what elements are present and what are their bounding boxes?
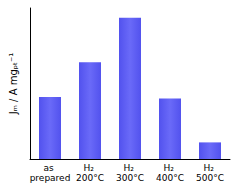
svg-text:as: as <box>43 163 56 173</box>
svg-text:H₂: H₂ <box>123 163 136 173</box>
svg-text:H₂: H₂ <box>163 163 176 173</box>
svg-text:200°C: 200°C <box>76 173 104 183</box>
svg-text:H₂: H₂ <box>203 163 216 173</box>
svg-text:500°C: 500°C <box>196 173 224 183</box>
svg-text:300°C: 300°C <box>116 173 144 183</box>
svg-text:prepared: prepared <box>30 173 71 183</box>
svg-text:Jₘ / A mgₚₜ⁻¹: Jₘ / A mgₚₜ⁻¹ <box>8 53 19 116</box>
svg-text:400°C: 400°C <box>156 173 184 183</box>
svg-text:H₂: H₂ <box>83 163 96 173</box>
